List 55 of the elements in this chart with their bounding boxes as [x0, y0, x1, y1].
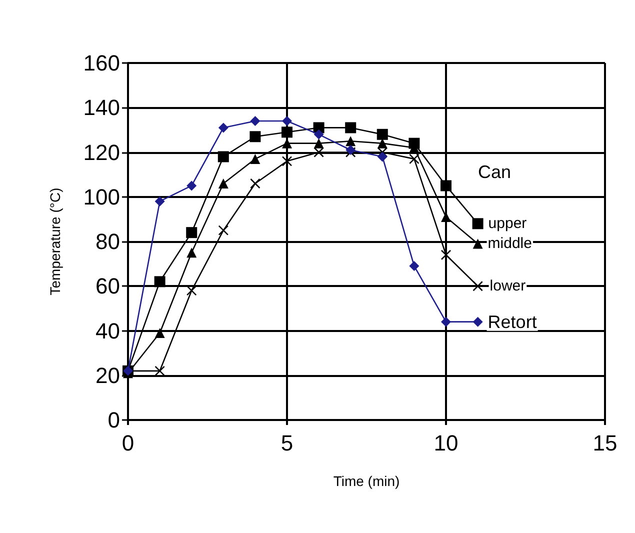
y-tick-label: 60 — [96, 274, 120, 299]
point — [218, 122, 228, 133]
y-tick-label: 40 — [96, 318, 120, 344]
point — [282, 126, 292, 138]
point — [250, 116, 260, 126]
annotation: Can — [478, 162, 512, 182]
point — [314, 129, 324, 140]
point — [377, 138, 388, 148]
point — [376, 128, 388, 140]
series-label: upper — [488, 215, 527, 232]
point — [282, 116, 292, 126]
point — [377, 147, 388, 158]
point — [250, 178, 260, 189]
point — [186, 227, 198, 238]
point — [472, 316, 483, 327]
y-tick-label: 140 — [83, 95, 120, 120]
point — [186, 180, 197, 191]
point — [218, 225, 229, 236]
x-tick-label: 5 — [280, 430, 294, 456]
y-tick-label: 100 — [83, 184, 120, 210]
y-axis-title: Temperature (°C) — [47, 188, 63, 296]
x-tick-label: 15 — [592, 430, 618, 456]
point — [345, 122, 356, 134]
y-tick-label: 20 — [96, 362, 120, 388]
point — [154, 366, 165, 376]
point — [314, 138, 324, 148]
point — [218, 178, 228, 188]
point — [409, 154, 420, 164]
point — [472, 238, 483, 249]
point — [218, 151, 229, 162]
point — [154, 328, 165, 338]
x-tick-label: 10 — [434, 430, 458, 456]
point — [250, 154, 260, 164]
y-tick-label: 120 — [83, 140, 120, 165]
series-label: middle — [488, 235, 532, 252]
point — [440, 250, 452, 260]
point — [186, 248, 197, 258]
point — [440, 180, 452, 192]
x-axis-title: Time (min) — [333, 473, 400, 489]
series-label: Retort — [488, 312, 537, 332]
point — [377, 152, 388, 162]
y-tick-label: 80 — [96, 229, 120, 254]
series-label: lower — [490, 278, 526, 295]
point — [346, 136, 356, 146]
point — [314, 147, 324, 158]
point — [409, 261, 420, 272]
point — [282, 156, 292, 166]
point — [472, 280, 483, 292]
point — [250, 131, 261, 142]
point — [441, 316, 451, 327]
point — [472, 218, 484, 230]
y-tick-label: 0 — [108, 408, 120, 432]
point — [154, 196, 165, 206]
y-tick-label: 160 — [83, 50, 120, 76]
point — [154, 276, 166, 288]
